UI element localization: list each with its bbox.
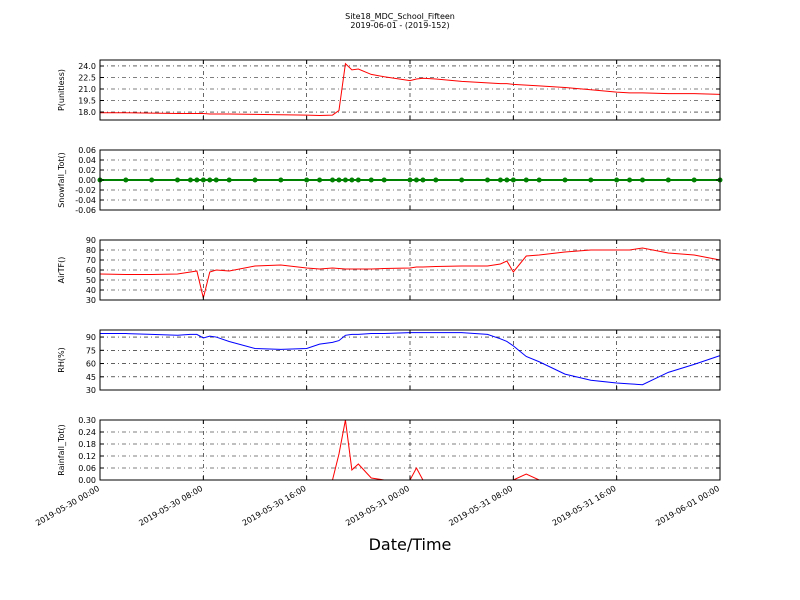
- data-marker: [200, 177, 206, 183]
- y-tick-label: 22.5: [78, 73, 96, 82]
- data-marker: [588, 177, 594, 183]
- y-tick-label: 0.04: [78, 156, 96, 165]
- y-tick-label: 45: [86, 373, 96, 382]
- data-marker: [175, 177, 180, 183]
- y-tick-label: 19.5: [78, 97, 96, 106]
- data-marker: [342, 177, 348, 183]
- data-marker: [381, 177, 387, 183]
- data-marker: [691, 177, 697, 183]
- y-tick-label: 0.00: [78, 476, 96, 485]
- y-tick-label: 80: [86, 246, 96, 255]
- data-marker: [433, 177, 439, 183]
- data-marker: [207, 177, 213, 183]
- figure-title: Site18_MDC_School_Fifteen: [345, 12, 455, 21]
- data-marker: [226, 177, 232, 183]
- y-tick-label: 90: [86, 333, 96, 342]
- data-marker: [317, 177, 323, 183]
- data-marker: [459, 177, 465, 183]
- data-marker: [123, 177, 129, 183]
- data-marker: [665, 177, 671, 183]
- data-marker: [485, 177, 490, 183]
- data-marker: [336, 177, 342, 183]
- data-line: [100, 332, 721, 386]
- data-marker: [640, 177, 645, 183]
- y-tick-label: 18.0: [78, 108, 96, 117]
- data-marker: [407, 177, 413, 183]
- data-marker: [330, 177, 335, 183]
- data-marker: [510, 177, 516, 183]
- panel: 18.0 19.5 21.0 22.5 24.0 P(unitless): [57, 59, 721, 121]
- y-axis-label: Rainfall_Tot(): [57, 424, 66, 476]
- data-marker: [562, 177, 568, 183]
- y-tick-label: 0.02: [78, 166, 96, 175]
- y-tick-label: 70: [86, 256, 96, 265]
- y-tick-label: -0.02: [75, 186, 96, 195]
- y-tick-label: 30: [86, 296, 96, 305]
- y-tick-label: 50: [86, 276, 96, 285]
- data-marker: [252, 177, 258, 183]
- y-axis-label: Snowfall_Tot(): [57, 152, 66, 208]
- y-tick-label: 60: [86, 360, 96, 369]
- y-axis-label: AirTF(): [57, 257, 66, 284]
- y-tick-label: 0.06: [78, 464, 96, 473]
- data-marker: [523, 177, 529, 183]
- y-tick-label: 0.18: [78, 440, 96, 449]
- y-tick-label: 0.12: [78, 452, 96, 461]
- data-marker: [497, 177, 503, 183]
- data-marker: [420, 177, 426, 183]
- data-marker: [627, 177, 633, 183]
- y-tick-label: 40: [86, 286, 96, 295]
- y-tick-label: 24.0: [78, 62, 96, 71]
- y-tick-label: 0.00: [78, 176, 96, 185]
- data-marker: [278, 177, 284, 183]
- y-tick-label: 60: [86, 266, 96, 275]
- panel: 30 45 60 75 90 RH(%): [57, 329, 721, 395]
- data-line: [100, 62, 721, 116]
- data-marker: [413, 177, 419, 183]
- data-marker: [355, 177, 361, 183]
- data-marker: [536, 177, 542, 183]
- data-marker: [194, 177, 200, 183]
- y-tick-label: -0.04: [75, 196, 96, 205]
- data-marker: [349, 177, 355, 183]
- y-tick-label: 75: [86, 346, 96, 355]
- data-marker: [213, 177, 219, 183]
- data-marker: [614, 177, 620, 183]
- y-tick-label: 0.30: [78, 416, 96, 425]
- y-tick-label: -0.06: [75, 206, 96, 215]
- y-tick-label: 21.0: [78, 85, 96, 94]
- figure-subtitle: 2019-06-01 - (2019-152): [350, 21, 449, 30]
- panel: -0.06-0.04-0.020.000.020.040.06 Snowfall_…: [57, 146, 723, 215]
- y-tick-label: 30: [86, 386, 96, 395]
- y-axis-label: P(unitless): [57, 69, 66, 111]
- data-marker: [304, 177, 310, 183]
- y-tick-label: 90: [86, 236, 96, 245]
- data-line: [99, 247, 721, 299]
- data-marker: [368, 177, 374, 183]
- data-marker: [187, 177, 193, 183]
- x-axis-label: Date/Time: [369, 535, 452, 554]
- y-tick-label: 0.06: [78, 146, 96, 155]
- y-axis-label: RH(%): [57, 347, 66, 372]
- y-tick-label: 0.24: [78, 428, 96, 437]
- data-marker: [149, 177, 155, 183]
- data-marker: [504, 177, 510, 183]
